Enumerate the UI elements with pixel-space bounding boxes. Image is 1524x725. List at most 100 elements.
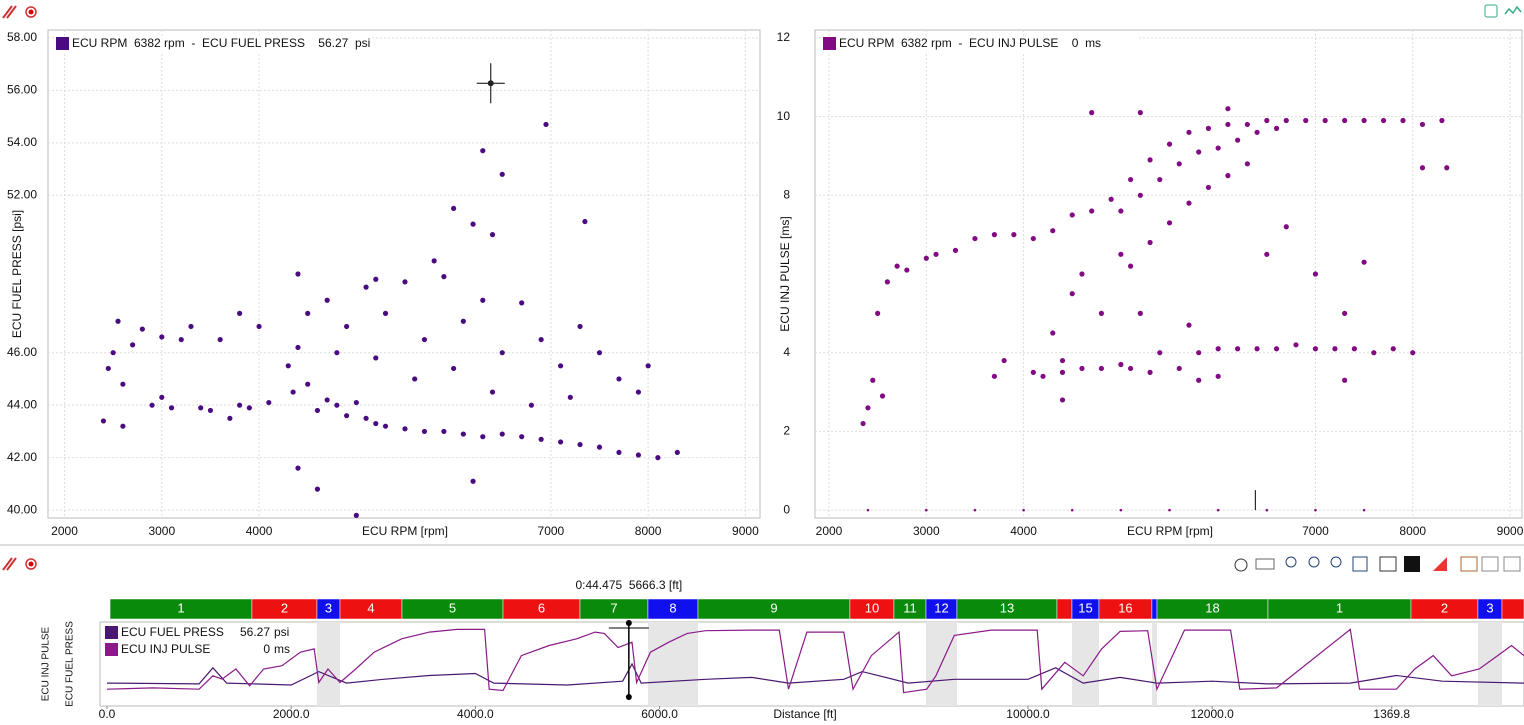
point [875,310,881,316]
point [635,389,642,395]
point [1400,117,1406,124]
point [353,512,359,518]
icon-marker[interactable] [1433,557,1447,571]
y-axis-label: ECU FUEL PRESS [65,621,76,707]
point [1176,365,1182,372]
lap-shade [647,622,698,706]
lap-label: 15 [1078,600,1092,615]
point [1312,271,1319,277]
point [924,508,928,512]
point [1128,365,1134,372]
icon-graph[interactable] [1504,5,1522,15]
icon-split[interactable] [1481,556,1499,572]
x-tick-label: 8000 [1399,524,1426,538]
icon-timer[interactable] [1234,558,1248,572]
icon-chart[interactable] [1460,556,1478,572]
point [100,418,107,424]
point [1254,346,1260,352]
point [1410,350,1416,356]
icon-zoom-out[interactable] [1330,556,1342,568]
x-tick-label: 2000 [51,524,78,538]
point [105,365,111,372]
point [266,399,272,406]
x-tick-label: 2000 [816,524,843,538]
point [1439,117,1445,124]
point [305,310,311,316]
trace [106,662,1524,686]
point [1089,110,1095,116]
point [1332,346,1338,352]
icon-record-dot [28,561,34,567]
bottom-toolbar[interactable] [2,556,1521,572]
point [480,434,486,440]
lap-label: 3 [325,600,332,615]
point [1089,208,1095,214]
legend-box [54,36,370,52]
point [558,363,564,369]
lap-label: 2 [281,600,288,615]
icon-zoom-in[interactable] [1308,556,1320,568]
y-axis-label: ECU INJ PULSE [ms] [778,216,792,331]
point [1225,106,1231,112]
lap-label: 2 [1441,600,1448,615]
point [519,434,525,440]
plot-area [99,621,1524,707]
icon-ruler[interactable] [1255,558,1275,570]
point [441,274,447,280]
point [295,465,301,471]
lap-shade [1477,622,1502,706]
point [870,377,876,383]
lap-shade [1071,622,1099,706]
x-tick-label: 7000 [1302,524,1329,538]
plot-area [814,29,1523,519]
legend-readout: 0 [263,642,270,656]
icon-fit[interactable] [1352,556,1368,572]
point [227,415,233,421]
point [1303,117,1309,124]
point [402,279,408,285]
point [1176,161,1182,167]
point [596,350,603,356]
legend-unit: psi [274,625,289,639]
icon-layout[interactable] [1379,556,1397,572]
y-tick-label: 58.00 [7,30,37,44]
icon-tools[interactable] [2,5,17,19]
point [884,279,890,285]
lap-label: 8 [669,600,676,615]
point [382,310,389,316]
point [1215,346,1221,352]
point [314,486,321,492]
x-tick-label: 4000 [246,524,273,538]
point [616,376,622,382]
point [217,336,223,343]
point [1166,141,1173,147]
y-tick-label: 40.00 [7,502,37,516]
icon-tools[interactable] [2,557,17,571]
point [1342,310,1348,316]
x-tick-label: 0.0 [99,707,116,721]
point [1215,373,1221,379]
icon-zoom[interactable] [1285,556,1297,568]
top-toolbar[interactable] [2,4,1522,19]
point [1244,121,1250,128]
y-tick-label: 2 [783,424,790,438]
point [441,428,447,435]
y-tick-label: 56.00 [7,83,37,97]
point [1147,157,1153,163]
point [1070,508,1074,512]
icon-counter[interactable] [1404,556,1420,572]
point [596,444,603,450]
point [1264,117,1270,124]
icon-tag[interactable] [1484,4,1498,18]
point [866,508,870,512]
point [1205,125,1212,131]
lap-label: 10 [865,600,879,615]
point [1059,369,1066,375]
trace [106,628,1524,694]
legend-unit: ms [274,642,290,656]
legend-box [821,36,1137,52]
icon-stack[interactable] [1503,556,1521,572]
point [1371,350,1377,356]
x-tick-label: 10000.0 [1006,707,1050,721]
point [353,399,359,406]
